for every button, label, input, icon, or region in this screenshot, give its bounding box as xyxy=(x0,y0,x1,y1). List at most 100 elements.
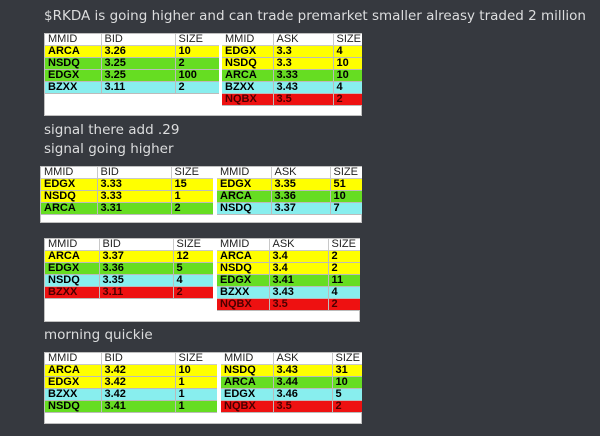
size-cell: 1 xyxy=(175,376,217,389)
quote-row: NQBX 3.5 2 xyxy=(217,298,360,311)
size-cell: 2 xyxy=(171,202,213,215)
size-cell: 4 xyxy=(333,45,362,58)
market-maker-cell: EDGX xyxy=(45,262,100,275)
market-maker-cell: NSDQ xyxy=(45,274,100,287)
quote-row: ARCA 3.4 2 xyxy=(217,250,360,263)
column-header: BID xyxy=(101,34,176,46)
price-cell: 3.5 xyxy=(273,400,333,413)
quote-row: ARCA 3.36 10 xyxy=(217,190,362,203)
message-3: signal going higher xyxy=(44,141,174,157)
market-maker-cell: EDGX xyxy=(217,274,270,287)
size-cell: 31 xyxy=(332,364,362,377)
column-header: MMID xyxy=(41,167,98,179)
size-cell: 2 xyxy=(175,81,219,94)
market-maker-cell: EDGX xyxy=(45,376,102,389)
column-header: MMID xyxy=(45,34,102,46)
column-header: SIZE xyxy=(328,239,360,251)
table-header-row: MMID ASK SIZE xyxy=(217,167,362,179)
market-maker-cell: EDGX xyxy=(217,178,272,191)
price-cell: 3.43 xyxy=(269,286,329,299)
quote-row: NSDQ 3.3 10 xyxy=(222,57,362,70)
price-cell: 3.4 xyxy=(269,262,329,275)
market-maker-cell: BZXX xyxy=(45,388,102,401)
size-cell: 51 xyxy=(330,178,362,191)
market-maker-cell: ARCA xyxy=(41,202,98,215)
quote-row: EDGX 3.35 51 xyxy=(217,178,362,191)
price-cell: 3.35 xyxy=(99,274,174,287)
quote-row: EDGX 3.41 11 xyxy=(217,274,360,287)
bid-table: MMID BID SIZE ARCA 3.42 10 EDGX 3.42 1 BZXX 3.42 1 N… xyxy=(45,353,217,413)
quote-row: NSDQ 3.41 1 xyxy=(45,400,217,413)
column-header: MMID xyxy=(217,167,272,179)
size-cell: 4 xyxy=(333,81,362,94)
price-cell: 3.37 xyxy=(271,202,331,215)
size-cell: 1 xyxy=(175,400,217,413)
market-maker-cell: NSDQ xyxy=(217,202,272,215)
quote-row: ARCA 3.26 10 xyxy=(45,45,219,58)
size-cell: 2 xyxy=(328,298,360,311)
quote-row: NSDQ 3.4 2 xyxy=(217,262,360,275)
message-4: morning quickie xyxy=(44,327,153,343)
size-cell: 2 xyxy=(175,57,219,70)
price-cell: 3.41 xyxy=(101,400,176,413)
size-cell: 15 xyxy=(171,178,213,191)
bid-table: MMID BID SIZE ARCA 3.37 12 EDGX 3.36 5 NSDQ 3.35 4 B… xyxy=(45,239,213,299)
quote-row: ARCA 3.42 10 xyxy=(45,364,217,377)
size-cell: 2 xyxy=(173,286,213,299)
column-header: SIZE xyxy=(171,167,213,179)
market-maker-cell: ARCA xyxy=(222,69,274,82)
size-cell: 10 xyxy=(332,376,362,389)
market-maker-cell: NSDQ xyxy=(41,190,98,203)
column-header: MMID xyxy=(221,353,274,365)
table-header-row: MMID BID SIZE xyxy=(45,34,219,46)
quote-row: ARCA 3.37 12 xyxy=(45,250,213,263)
size-cell: 4 xyxy=(173,274,213,287)
bid-table: MMID BID SIZE EDGX 3.33 15 NSDQ 3.33 1 ARCA 3.31 2 xyxy=(41,167,213,215)
column-header: SIZE xyxy=(173,239,213,251)
quote-row: NQBX 3.5 2 xyxy=(221,400,362,413)
column-header: BID xyxy=(101,353,176,365)
ask-table: MMID ASK SIZE ARCA 3.4 2 NSDQ 3.4 2 EDGX 3.41 11 BZX… xyxy=(217,239,360,311)
size-cell: 2 xyxy=(328,262,360,275)
quote-row: NSDQ 3.43 31 xyxy=(221,364,362,377)
quote-row: BZXX 3.11 2 xyxy=(45,286,213,299)
column-header: BID xyxy=(99,239,174,251)
price-cell: 3.44 xyxy=(273,376,333,389)
market-maker-cell: NSDQ xyxy=(217,262,270,275)
market-maker-cell: NQBX xyxy=(221,400,274,413)
size-cell: 4 xyxy=(328,286,360,299)
table-header-row: MMID ASK SIZE xyxy=(222,34,362,46)
market-maker-cell: ARCA xyxy=(217,250,270,263)
quote-row: ARCA 3.31 2 xyxy=(41,202,213,215)
market-maker-cell: NSDQ xyxy=(45,400,102,413)
market-maker-cell: NQBX xyxy=(217,298,270,311)
column-header: SIZE xyxy=(330,167,362,179)
size-cell: 10 xyxy=(175,364,217,377)
bid-table: MMID BID SIZE ARCA 3.26 10 NSDQ 3.25 2 EDGX 3.25 10… xyxy=(45,34,219,94)
price-cell: 3.3 xyxy=(273,45,334,58)
market-maker-cell: BZXX xyxy=(217,286,270,299)
quote-row: ARCA 3.33 10 xyxy=(222,69,362,82)
level2-snapshot-1: MMID BID SIZE ARCA 3.26 10 NSDQ 3.25 2 EDGX 3.25 10… xyxy=(44,33,362,116)
level2-snapshot-2: MMID BID SIZE EDGX 3.33 15 NSDQ 3.33 1 ARCA 3.31 2 … xyxy=(40,166,362,223)
column-header: SIZE xyxy=(333,34,362,46)
quote-row: EDGX 3.42 1 xyxy=(45,376,217,389)
market-maker-cell: NSDQ xyxy=(45,57,102,70)
quote-row: NSDQ 3.37 7 xyxy=(217,202,362,215)
market-maker-cell: ARCA xyxy=(217,190,272,203)
price-cell: 3.31 xyxy=(97,202,172,215)
size-cell: 2 xyxy=(328,250,360,263)
price-cell: 3.25 xyxy=(101,57,176,70)
column-header: MMID xyxy=(45,239,100,251)
price-cell: 3.5 xyxy=(269,298,329,311)
table-header-row: MMID BID SIZE xyxy=(41,167,213,179)
quote-row: NQBX 3.5 2 xyxy=(222,93,362,106)
ask-table: MMID ASK SIZE EDGX 3.35 51 ARCA 3.36 10 NSDQ 3.37 7 xyxy=(217,167,362,215)
market-maker-cell: EDGX xyxy=(41,178,98,191)
price-cell: 3.33 xyxy=(273,69,334,82)
market-maker-cell: BZXX xyxy=(222,81,274,94)
price-cell: 3.41 xyxy=(269,274,329,287)
price-cell: 3.4 xyxy=(269,250,329,263)
price-cell: 3.43 xyxy=(273,364,333,377)
size-cell: 10 xyxy=(330,190,362,203)
